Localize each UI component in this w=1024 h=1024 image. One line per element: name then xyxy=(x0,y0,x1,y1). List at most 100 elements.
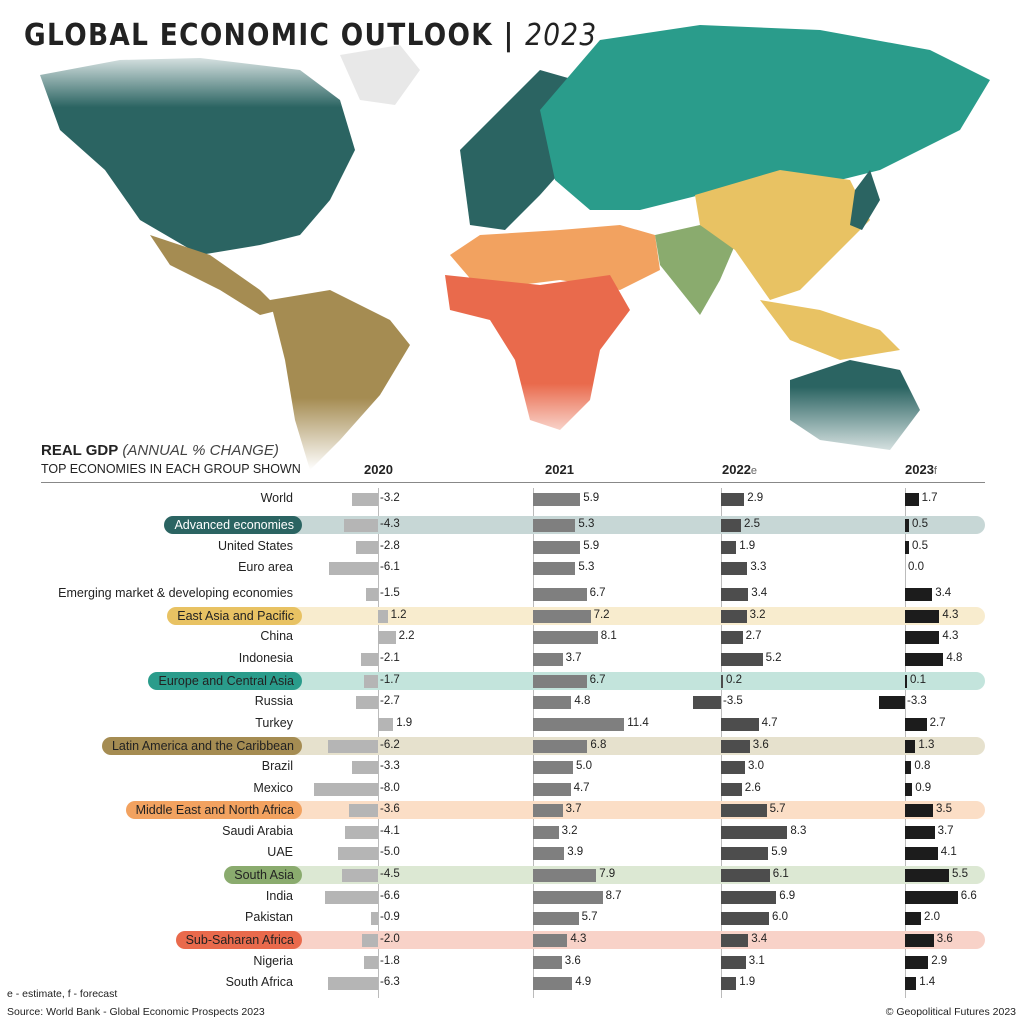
page-title: GLOBAL ECONOMIC OUTLOOK | 2023 xyxy=(24,18,598,53)
bar-2021 xyxy=(533,976,573,990)
bar-2020 xyxy=(378,630,396,644)
chart-note: TOP ECONOMIES IN EACH GROUP SHOWN xyxy=(41,462,301,476)
group-band xyxy=(250,607,985,625)
value-label-2023: 0.5 xyxy=(912,518,928,530)
bar-2022 xyxy=(721,492,745,506)
value-label-2023: 1.3 xyxy=(918,739,935,751)
bar-2020 xyxy=(364,674,378,688)
bar-2022 xyxy=(721,739,750,753)
value-label-2022: 6.9 xyxy=(779,890,796,902)
value-label-2023: 3.4 xyxy=(935,587,952,599)
column-year: 2020 xyxy=(364,462,393,477)
value-label-2021: 7.2 xyxy=(593,609,610,621)
value-label-2020: -1.8 xyxy=(380,955,400,967)
region-north-america xyxy=(40,58,355,255)
value-label-2020: -4.5 xyxy=(380,868,400,880)
value-label-2022: 1.9 xyxy=(739,540,756,552)
value-label-2022: 5.7 xyxy=(769,803,786,815)
bar-2020 xyxy=(351,760,378,774)
bar-2023 xyxy=(905,518,909,532)
value-label-2022: 3.6 xyxy=(752,739,769,751)
bar-2021 xyxy=(533,846,565,860)
region-south-america xyxy=(270,290,410,470)
bar-2022 xyxy=(721,717,759,731)
group-label-eca: Europe and Central Asia xyxy=(148,672,302,690)
value-label-2021: 5.3 xyxy=(578,561,595,573)
footer-legend: e - estimate, f - forecast xyxy=(7,988,118,1000)
group-label-eap: East Asia and Pacific xyxy=(167,607,302,625)
bar-2021 xyxy=(533,717,625,731)
value-label-2020: -0.9 xyxy=(380,911,400,923)
bar-2021 xyxy=(533,695,572,709)
bar-2020 xyxy=(378,609,388,623)
row-label: Indonesia xyxy=(238,651,293,665)
row-label: Emerging market & developing economies xyxy=(58,586,293,600)
value-label-2022: 2.5 xyxy=(744,518,760,530)
value-label-2021: 4.7 xyxy=(573,782,590,794)
bar-2021 xyxy=(533,868,597,882)
bar-2021 xyxy=(533,955,562,969)
bar-2023 xyxy=(878,695,905,709)
value-label-2021: 5.0 xyxy=(576,760,592,772)
title-year: 2023 xyxy=(525,18,598,53)
bar-2020 xyxy=(378,717,394,731)
bar-2022 xyxy=(721,674,723,688)
bar-2023 xyxy=(905,890,958,904)
column-year: 2023 xyxy=(905,462,934,477)
value-label-2022: 8.3 xyxy=(790,825,807,837)
bar-2021 xyxy=(533,609,591,623)
value-label-2020: -8.0 xyxy=(380,782,400,794)
footer-copyright: © Geopolitical Futures 2023 xyxy=(885,1006,1016,1018)
region-north-africa-middle-east xyxy=(450,225,660,290)
column-header-2021: 2021 xyxy=(545,462,574,477)
bar-2021 xyxy=(533,760,573,774)
column-year: 2022 xyxy=(722,462,751,477)
value-label-2021: 6.7 xyxy=(589,587,606,599)
row-label: Mexico xyxy=(253,781,293,795)
value-label-2021: 5.3 xyxy=(578,518,595,530)
bar-2022 xyxy=(721,803,767,817)
bar-2020 xyxy=(352,492,378,506)
region-greenland xyxy=(340,45,420,105)
value-label-2022: 4.7 xyxy=(761,717,778,729)
region-japan xyxy=(850,170,880,230)
value-label-2022: 1.9 xyxy=(739,976,756,988)
bar-2021 xyxy=(533,652,563,666)
value-label-2023: 3.5 xyxy=(936,803,952,815)
bar-2021 xyxy=(533,739,588,753)
row-label: United States xyxy=(217,539,293,553)
bar-2021 xyxy=(533,933,568,947)
value-label-2020: -5.0 xyxy=(380,846,400,858)
value-label-2021: 3.7 xyxy=(565,803,582,815)
bar-2020 xyxy=(366,587,378,601)
bar-2022 xyxy=(721,587,749,601)
row-label: India xyxy=(265,889,293,903)
bar-2023 xyxy=(905,760,912,774)
bar-2023 xyxy=(905,868,949,882)
value-label-2020: -1.5 xyxy=(380,587,400,599)
bar-2022 xyxy=(721,561,748,575)
group-label-adv: Advanced economies xyxy=(164,516,302,534)
value-label-2021: 4.9 xyxy=(575,976,592,988)
value-label-2020: 2.2 xyxy=(398,630,415,642)
bar-2023 xyxy=(905,674,907,688)
value-label-2021: 6.8 xyxy=(590,739,607,751)
value-label-2021: 4.3 xyxy=(570,933,587,945)
bar-2023 xyxy=(905,825,935,839)
row-label: World xyxy=(260,491,293,505)
bar-2023 xyxy=(905,782,913,796)
value-label-2022: 0.2 xyxy=(726,674,742,686)
group-label-lac: Latin America and the Caribbean xyxy=(101,737,302,755)
bar-2023 xyxy=(905,540,909,554)
row-label: Brazil xyxy=(261,759,293,773)
row-label: China xyxy=(260,629,293,643)
value-label-2020: -6.1 xyxy=(380,561,400,573)
group-band xyxy=(250,801,985,819)
row-label: Saudi Arabia xyxy=(222,824,293,838)
value-label-2022: -3.5 xyxy=(723,695,743,707)
chart-title-main: REAL GDP xyxy=(41,442,119,459)
value-label-2022: 3.1 xyxy=(748,955,765,967)
value-label-2022: 6.1 xyxy=(772,868,789,880)
value-label-2023: 4.8 xyxy=(946,652,963,664)
value-label-2022: 2.9 xyxy=(747,492,764,504)
